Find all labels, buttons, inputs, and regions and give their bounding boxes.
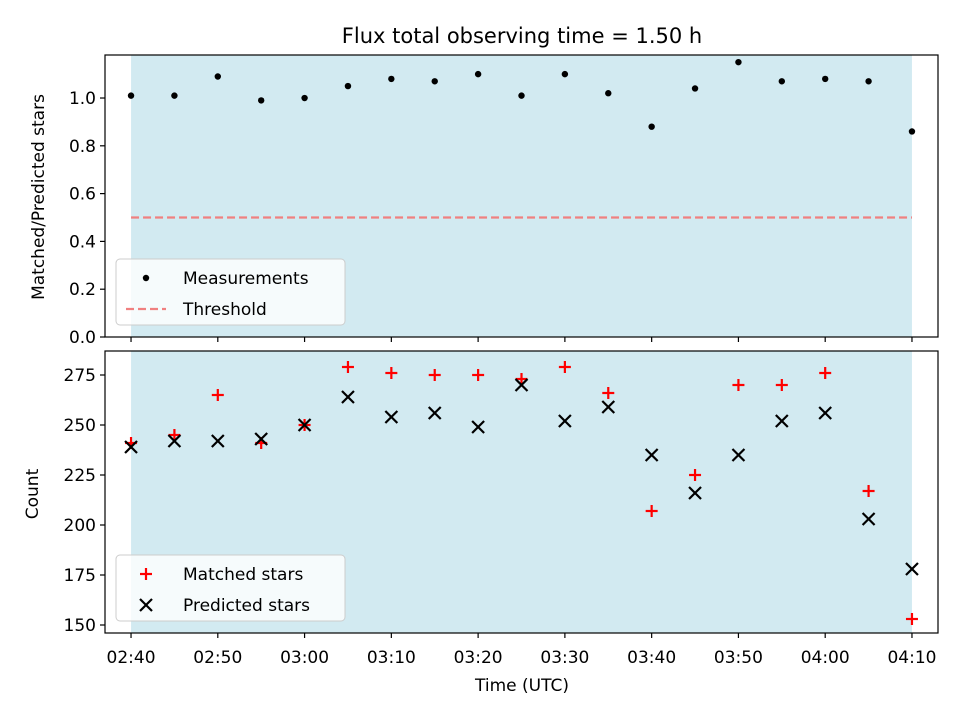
bottom-legend: Matched stars Predicted stars [115, 554, 346, 622]
x-tick-label: 02:50 [193, 648, 242, 668]
matched-star-point [905, 613, 918, 625]
bottom-y-tick-label: 275 [64, 366, 96, 386]
predicted-star-point [861, 512, 876, 526]
matched-star-point [515, 373, 528, 385]
measurement-point [865, 78, 872, 85]
predicted-star-point [731, 448, 746, 462]
x-tick-label: 04:00 [801, 648, 850, 668]
x-tick-label: 03:20 [454, 648, 503, 668]
matched-star-point [732, 379, 745, 391]
bottom-y-tick-label: 250 [64, 416, 96, 436]
matched-star-point [602, 387, 615, 399]
measurement-point [257, 97, 265, 104]
legend-marker-predicted-stars [139, 598, 153, 612]
measurement-point [735, 58, 742, 66]
predicted-star-point [427, 406, 442, 420]
matched-star-point [645, 505, 658, 517]
bottom-legend-box [115, 554, 346, 622]
x-tick-label: 02:40 [107, 648, 156, 668]
predicted-star-point [211, 434, 225, 448]
matched-star-point [862, 485, 875, 497]
x-tick-label: 03:30 [540, 648, 589, 668]
predicted-star-point [558, 414, 572, 428]
top-axes-frame [104, 54, 939, 338]
top-y-tick-label: 1.0 [69, 89, 96, 109]
measurement-point [778, 78, 786, 85]
predicted-star-point [341, 390, 355, 404]
matched-star-point [211, 389, 224, 401]
bottom-axes-frame [104, 350, 939, 634]
predicted-star-point [688, 486, 702, 500]
predicted-star-point [644, 448, 659, 462]
matched-star-point [558, 361, 571, 373]
predicted-star-point [905, 562, 919, 576]
bottom-y-tick-label: 175 [64, 566, 96, 586]
measurement-point [127, 92, 135, 99]
top-panel: 0.0 0.2 0.4 0.6 0.8 1.0 Measurements Threshold [69, 54, 939, 348]
legend-marker-matched-stars [140, 568, 152, 580]
predicted-star-point [167, 434, 182, 448]
measurement-point [648, 123, 655, 130]
measurement-point [388, 75, 395, 83]
predicted-star-point [124, 440, 138, 454]
bottom-panel: 150 175 200 225 250 275 02:40 02:50 03:00 03:10 03… [64, 350, 939, 668]
legend-label: Matched stars [183, 565, 303, 585]
matched-star-point [341, 361, 354, 373]
measurement-point [821, 75, 829, 83]
top-y-tick-label: 0.4 [69, 232, 96, 252]
chart-title: Flux total observing time = 1.50 h [342, 24, 702, 48]
predicted-star-point [818, 406, 832, 420]
top-y-tick-label: 0.6 [69, 185, 96, 205]
measurement-point [474, 70, 482, 78]
bottom-y-tick-label: 200 [64, 516, 96, 536]
matched-star-point [775, 379, 788, 391]
predicted-star-point [384, 410, 399, 424]
predicted-star-point [254, 432, 268, 446]
x-tick-label: 03:10 [367, 648, 416, 668]
measurement-point [214, 73, 222, 80]
measurement-point [344, 82, 352, 90]
top-y-axis-label: Matched/Predicted stars [29, 94, 49, 300]
matched-star-point [689, 469, 702, 481]
measurement-point [301, 94, 308, 102]
legend-label: Threshold [182, 300, 267, 320]
matched-star-point [428, 369, 441, 381]
legend-label: Measurements [183, 269, 309, 289]
bottom-y-tick-label: 225 [64, 466, 96, 486]
predicted-star-point [514, 378, 529, 392]
legend-label: Predicted stars [183, 596, 310, 616]
x-tick-label: 03:00 [280, 648, 329, 668]
x-tick-label: 04:10 [887, 648, 936, 668]
matched-star-point [385, 367, 398, 379]
measurement-point [605, 90, 612, 97]
predicted-star-point [775, 414, 789, 428]
measurement-point [518, 92, 525, 99]
x-tick-label: 03:50 [714, 648, 763, 668]
top-y-tick-label: 0.8 [69, 137, 96, 157]
bottom-y-tick-label: 150 [64, 616, 96, 636]
matched-star-point [168, 429, 181, 441]
bottom-y-axis-label: Count [23, 468, 43, 519]
predicted-star-point [297, 418, 312, 432]
measurement-point [171, 92, 178, 99]
x-tick-label: 03:40 [627, 648, 676, 668]
measurement-point [561, 70, 569, 78]
matched-star-point [472, 369, 485, 381]
top-legend: Measurements Threshold [115, 258, 346, 326]
predicted-star-point [471, 420, 485, 434]
top-y-tick-label: 0.0 [69, 328, 96, 348]
top-y-tick-label: 0.2 [69, 280, 96, 300]
top-legend-box [115, 258, 346, 326]
measurement-point [691, 85, 699, 92]
matched-star-point [819, 367, 832, 379]
measurement-point [431, 78, 438, 85]
x-axis-label: Time (UTC) [474, 676, 569, 696]
measurement-point [908, 128, 916, 135]
legend-marker-measurements [142, 274, 150, 282]
predicted-star-point [601, 400, 616, 414]
